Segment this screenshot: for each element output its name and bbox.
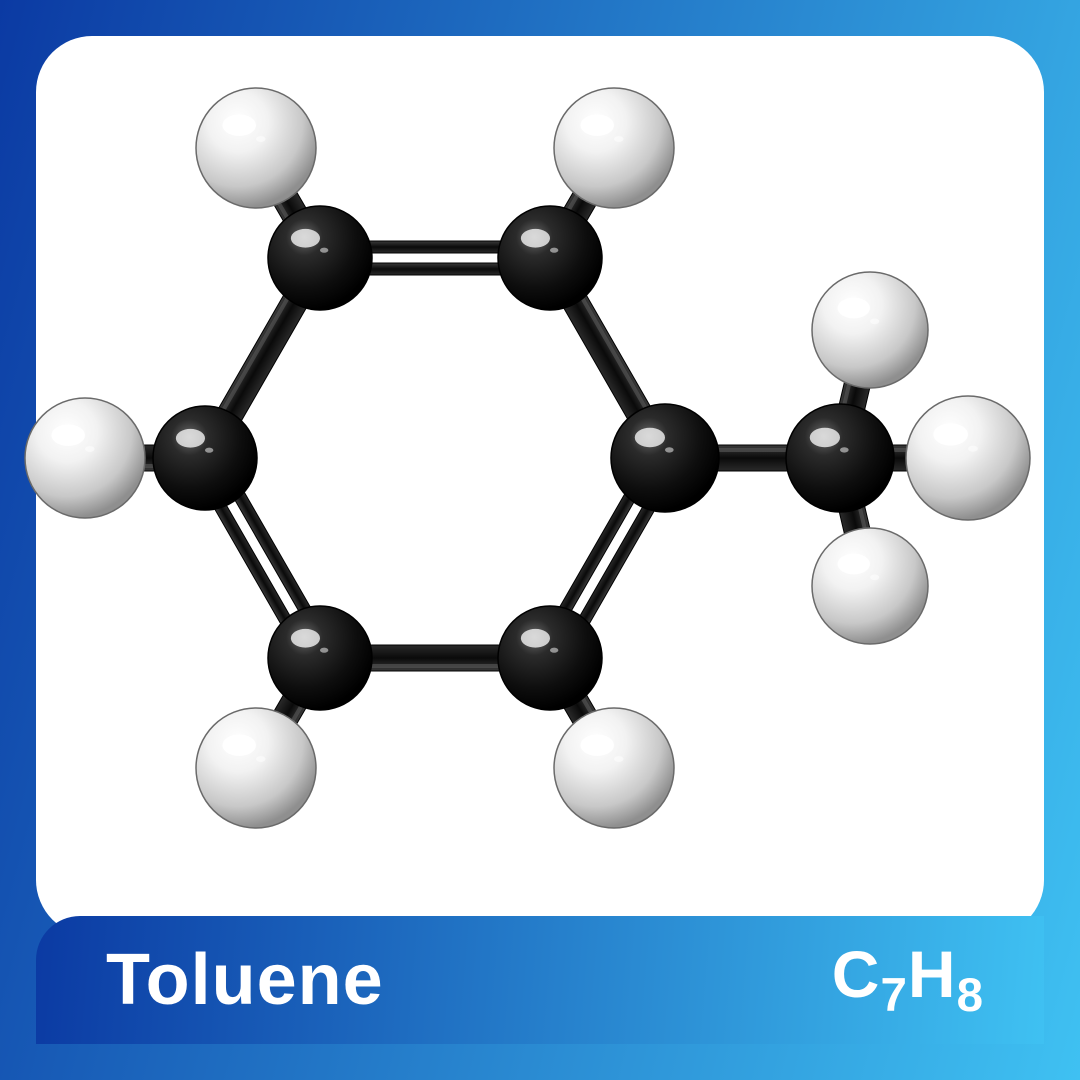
hydrogen-atom [812,272,928,388]
carbon-atom [268,206,372,310]
carbon-atom [786,404,894,512]
hydrogen-atom [812,528,928,644]
hydrogen-atom [196,708,316,828]
hydrogen-atom [554,88,674,208]
formula-el1: C [832,937,881,1011]
label-bar: Toluene C7H8 [36,916,1044,1044]
hydrogen-atom [196,88,316,208]
carbon-atom [268,606,372,710]
card-frame: Toluene C7H8 [0,0,1080,1080]
carbon-atom [498,206,602,310]
carbon-atom [611,404,719,512]
molecule-formula: C7H8 [832,936,984,1023]
molecule-name: Toluene [106,939,384,1021]
hydrogen-atom [906,396,1030,520]
formula-sub1: 7 [880,970,907,1023]
hydrogen-atom [25,398,145,518]
formula-sub2: 8 [957,970,984,1023]
hydrogen-atom [554,708,674,828]
carbon-atom [153,406,257,510]
formula-el2: H [908,937,957,1011]
carbon-atom [498,606,602,710]
